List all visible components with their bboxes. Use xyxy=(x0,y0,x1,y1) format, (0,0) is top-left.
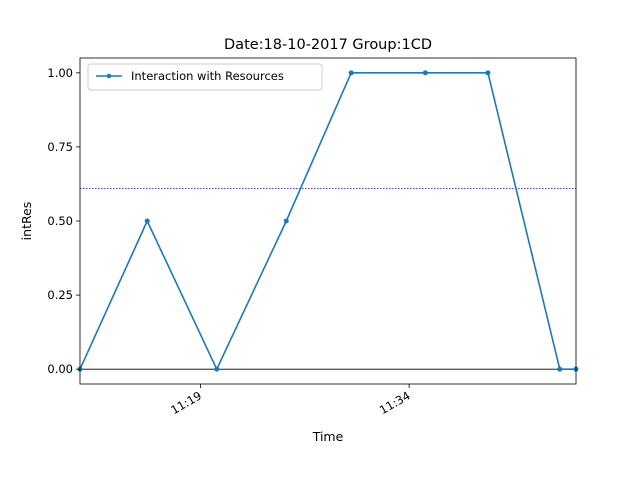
data-point xyxy=(283,218,289,224)
legend: Interaction with Resources xyxy=(87,63,323,91)
data-point xyxy=(214,366,220,372)
legend-entry-interaction-with-resources: Interaction with Resources xyxy=(131,69,284,83)
y-tick-label: 0.25 xyxy=(47,288,73,302)
chart-title: Date:18-10-2017 Group:1CD xyxy=(224,37,432,53)
legend-frame xyxy=(87,63,323,91)
data-point xyxy=(348,70,354,76)
y-tick-label: 1.00 xyxy=(47,66,73,80)
legend-swatch-marker xyxy=(106,73,112,79)
reference-lines xyxy=(80,187,576,370)
y-tick-label: 0.50 xyxy=(47,214,73,228)
data-point xyxy=(144,218,150,224)
y-tick-label: 0.75 xyxy=(47,140,73,154)
data-point xyxy=(557,366,563,372)
y-axis-label: intRes xyxy=(19,202,34,241)
y-tick-label: 0.00 xyxy=(47,362,73,376)
y-axis: 0.00 0.25 0.50 0.75 1.00 xyxy=(47,66,80,376)
data-point xyxy=(485,70,491,76)
data-point xyxy=(422,70,428,76)
x-axis-label: Time xyxy=(312,429,344,444)
